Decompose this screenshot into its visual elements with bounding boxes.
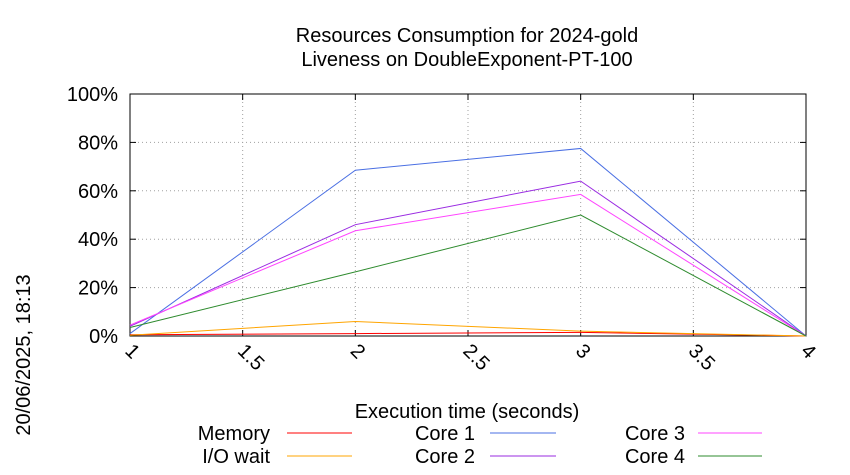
x-tick-label: 1.5 — [233, 340, 268, 375]
side-label: 20/06/2025, 18:13 — [13, 274, 35, 435]
x-tick-label: 1 — [120, 340, 143, 363]
series-lines — [129, 147, 807, 337]
chart-title-line-2: Liveness on DoubleExponent-PT-100 — [301, 49, 632, 71]
series-line-core-1 — [129, 147, 807, 337]
y-tick-label: 40% — [78, 229, 118, 251]
y-tick-label: 0% — [89, 326, 118, 348]
x-tick-labels: 1 1.5 2 2.5 3 3.5 4 — [120, 340, 819, 375]
x-tick-label: 2.5 — [458, 340, 493, 375]
series-line-memory — [129, 331, 807, 337]
legend-label: Core 4 — [625, 446, 685, 468]
x-axis-label: Execution time (seconds) — [355, 401, 580, 423]
legend-label: I/O wait — [202, 446, 270, 468]
grid — [129, 93, 807, 337]
series-line-i-o-wait — [129, 320, 807, 337]
series-line-core-2 — [129, 180, 807, 337]
y-tick-labels: 0% 20% 40% 60% 80% 100% — [67, 84, 118, 348]
x-tick-label: 3 — [571, 340, 594, 363]
x-tick-label: 3.5 — [684, 340, 719, 375]
y-tick-label: 60% — [78, 181, 118, 203]
legend-label: Core 2 — [415, 446, 475, 468]
y-tick-label: 80% — [78, 132, 118, 154]
legend-label: Core 3 — [625, 423, 685, 445]
axes — [129, 93, 807, 337]
y-tick-label: 20% — [78, 278, 118, 300]
y-tick-label: 100% — [67, 84, 118, 106]
legend-label: Core 1 — [415, 423, 475, 445]
series-line-core-4 — [129, 214, 807, 337]
x-tick-label: 4 — [796, 340, 819, 363]
chart-title-line-1: Resources Consumption for 2024-gold — [296, 25, 638, 47]
x-tick-label: 2 — [346, 340, 369, 363]
legend-label: Memory — [198, 423, 270, 445]
series-line-core-3 — [129, 193, 807, 337]
